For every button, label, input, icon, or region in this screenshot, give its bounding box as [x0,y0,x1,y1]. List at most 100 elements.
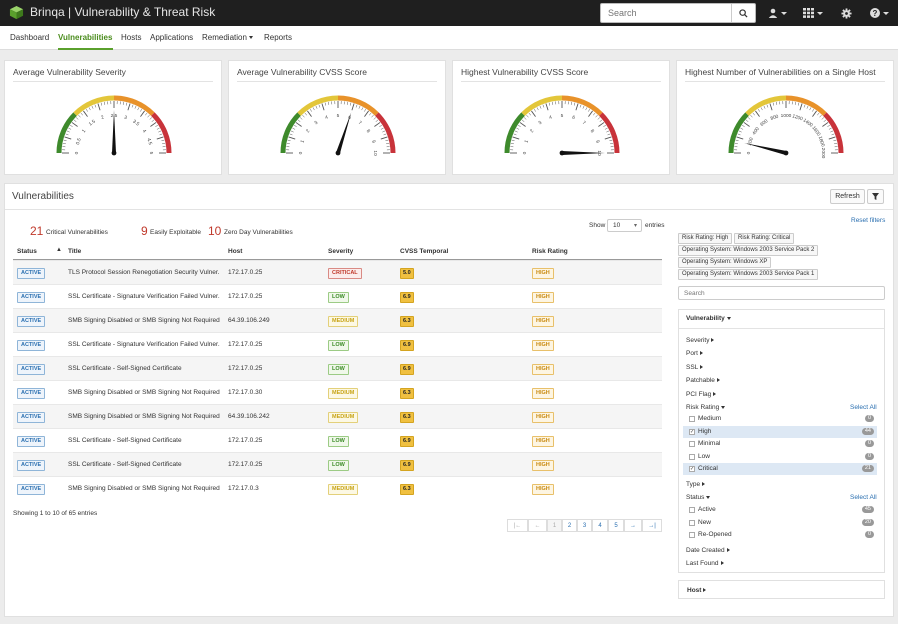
risk-rating-option[interactable]: Low 0 [683,451,877,463]
gauge-tick-label: 200 [747,137,755,147]
host-facet-panel[interactable]: Host [678,580,885,599]
nav-reports[interactable]: Reports [264,33,293,42]
pagination-next[interactable]: → [624,519,642,532]
gauge-tick [149,117,153,120]
nav-applications[interactable]: Applications [150,33,194,42]
col-risk-rating[interactable]: Risk Rating [532,248,568,255]
col-title[interactable]: Title [68,248,82,255]
facet-last-found[interactable]: Last Found [686,560,724,567]
table-row[interactable]: ACTIVE SSL Certificate - Signature Verifi… [13,284,662,308]
pagination-page-1[interactable]: 1 [547,519,562,532]
nav-vulnerabilities[interactable]: Vulnerabilities [58,33,113,42]
col-status[interactable]: Status [17,248,37,255]
nav-hosts[interactable]: Hosts [121,33,142,42]
filter-chip[interactable]: Risk Rating: Critical [734,233,795,244]
pagination-page-4[interactable]: 4 [592,519,608,532]
facet-status[interactable]: Status [686,494,711,501]
table-row[interactable]: ACTIVE SSL Certificate - Self-Signed Cert… [13,452,662,476]
table-row[interactable]: ACTIVE SSL Certificate - Self-Signed Cert… [13,356,662,380]
risk-rating-option[interactable]: Medium 0 [683,413,877,425]
global-search-input[interactable] [601,4,731,22]
vuln-title[interactable]: SSL Certificate - Self-Signed Certificat… [68,461,182,468]
status-select-all[interactable]: Select All [850,494,877,501]
search-button[interactable] [731,4,755,22]
table-row[interactable]: ACTIVE SSL Certificate - Signature Verifi… [13,332,662,356]
checkbox[interactable] [689,453,695,460]
facet-type[interactable]: Type [686,481,706,488]
checkbox[interactable]: ✓ [689,428,695,435]
checkbox[interactable]: ✓ [689,466,695,472]
risk-rating-select-all[interactable]: Select All [850,404,877,411]
vuln-host[interactable]: 172.17.0.25 [228,365,263,372]
col-host[interactable]: Host [228,248,243,255]
vuln-title[interactable]: SSL Certificate - Signature Verification… [68,341,220,348]
filter-chip[interactable]: Operating System: Windows 2003 Service P… [678,245,819,256]
vuln-host[interactable]: 64.39.106.249 [228,317,270,324]
pagination-last[interactable]: →| [642,519,662,532]
help-menu[interactable]: ? [870,6,889,20]
pagination-page-3[interactable]: 3 [577,519,592,532]
filter-chip[interactable]: Risk Rating: High [678,233,733,244]
vuln-title[interactable]: SSL Certificate - Self-Signed Certificat… [68,365,182,372]
checkbox[interactable] [689,416,695,422]
status-option[interactable]: New 20 [683,517,877,529]
vuln-title[interactable]: SMB Signing Disabled or SMB Signing Not … [68,485,220,492]
reset-filters-link[interactable]: Reset filters [851,217,886,224]
vuln-host[interactable]: 172.17.0.25 [228,341,263,348]
vuln-title[interactable]: SMB Signing Disabled or SMB Signing Not … [68,317,220,324]
filter-chip[interactable]: Operating System: Windows 2003 Service P… [678,269,819,280]
user-menu[interactable] [768,6,787,20]
pagination-first[interactable]: |← [507,519,528,532]
vuln-host[interactable]: 172.17.0.30 [228,389,263,396]
gauge-tick [346,101,348,105]
pagination-page-2[interactable]: 2 [562,519,577,532]
facet-severity[interactable]: Severity [686,337,715,344]
table-row[interactable]: ACTIVE SMB Signing Disabled or SMB Signin… [13,308,662,332]
facet-pci-flag[interactable]: PCI Flag [686,391,717,398]
vulnerability-facet-header[interactable]: Vulnerability [686,315,731,322]
table-row[interactable]: ACTIVE SMB Signing Disabled or SMB Signin… [13,476,662,500]
col-cvss-temporal[interactable]: CVSS Temporal [400,248,449,255]
pagination-page-5[interactable]: 5 [608,519,624,532]
facet-risk-rating[interactable]: Risk Rating [686,404,726,411]
filter-search-input[interactable] [679,287,879,299]
settings-button[interactable] [841,6,852,20]
checkbox[interactable] [689,441,695,447]
nav-remediation[interactable]: Remediation [202,33,253,42]
vuln-title[interactable]: SSL Certificate - Signature Verification… [68,293,220,300]
facet-patchable[interactable]: Patchable [686,377,720,384]
entries-select[interactable]: 10 ▾ [607,219,642,232]
vuln-title[interactable]: TLS Protocol Session Renegotiation Secur… [68,269,220,276]
vuln-host[interactable]: 172.17.0.25 [228,269,263,276]
risk-rating-option[interactable]: Minimal 0 [683,438,877,450]
col-severity[interactable]: Severity [328,248,354,255]
status-option[interactable]: Re-Opened 0 [683,529,877,541]
vuln-title[interactable]: SMB Signing Disabled or SMB Signing Not … [68,389,220,396]
nav-dashboard[interactable]: Dashboard [10,33,50,42]
filter-chip[interactable]: Operating System: Windows XP [678,257,772,268]
vuln-title[interactable]: SSL Certificate - Self-Signed Certificat… [68,437,182,444]
facet-ssl[interactable]: SSL [686,364,704,371]
facet-port[interactable]: Port [686,350,703,357]
apps-menu[interactable] [803,6,823,20]
table-row[interactable]: ACTIVE SSL Certificate - Self-Signed Cert… [13,428,662,452]
refresh-button[interactable]: Refresh [830,189,865,204]
status-option[interactable]: Active 45 [683,504,877,516]
vuln-host[interactable]: 64.39.106.242 [228,413,270,420]
table-row[interactable]: ACTIVE TLS Protocol Session Renegotiation… [13,260,662,284]
vuln-host[interactable]: 172.17.0.3 [228,485,259,492]
facet-date-created[interactable]: Date Created [686,547,730,554]
vuln-host[interactable]: 172.17.0.25 [228,461,263,468]
vuln-host[interactable]: 172.17.0.25 [228,437,263,444]
checkbox[interactable] [689,519,695,526]
risk-rating-option[interactable]: ✓ High 44 [683,425,877,438]
pagination-prev[interactable]: ← [528,519,547,532]
vuln-host[interactable]: 172.17.0.25 [228,293,263,300]
filter-button[interactable] [867,189,884,204]
vuln-title[interactable]: SMB Signing Disabled or SMB Signing Not … [68,413,220,420]
risk-rating-option[interactable]: ✓ Critical 21 [683,463,877,475]
table-row[interactable]: ACTIVE SMB Signing Disabled or SMB Signin… [13,380,662,404]
checkbox[interactable] [689,532,695,538]
checkbox[interactable] [689,507,695,513]
table-row[interactable]: ACTIVE SMB Signing Disabled or SMB Signin… [13,404,662,428]
